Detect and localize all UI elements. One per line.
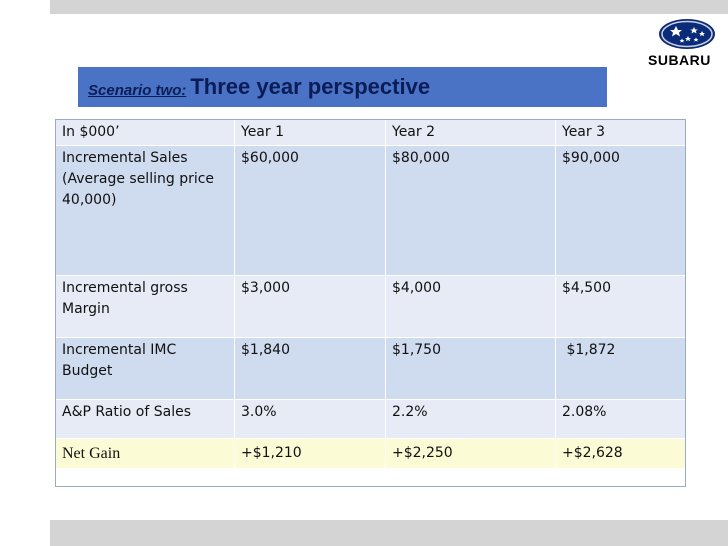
table-cell: 3.0%: [234, 399, 386, 439]
table-cell: $1,840: [234, 337, 386, 400]
row-label: Incremental gross Margin: [55, 275, 235, 338]
table-cell: +$2,250: [385, 438, 556, 469]
header-cell: Year 1: [234, 119, 386, 146]
bottom-decorative-bar: [50, 520, 728, 546]
table-header-row: In $000’ Year 1 Year 2 Year 3: [55, 119, 687, 146]
perspective-table: In $000’ Year 1 Year 2 Year 3 Incrementa…: [55, 119, 687, 469]
table-cell: $90,000: [555, 145, 687, 276]
table-row: Incremental Sales (Average selling price…: [55, 145, 687, 276]
table-row: Incremental IMC Budget $1,840 $1,750 $1,…: [55, 337, 687, 400]
table-cell: 2.08%: [555, 399, 687, 439]
header-cell: Year 2: [385, 119, 556, 146]
brand-name: SUBARU: [648, 52, 711, 68]
table-cell: $1,872: [555, 337, 687, 400]
row-label: Incremental IMC Budget: [55, 337, 235, 400]
slide-title: Three year perspective: [190, 74, 431, 99]
row-label: Incremental Sales (Average selling price…: [55, 145, 235, 276]
table-cell: +$2,628: [555, 438, 687, 469]
table-cell: $4,000: [385, 275, 556, 338]
table-cell: +$1,210: [234, 438, 386, 469]
top-decorative-bar: [50, 0, 728, 14]
table-cell: $80,000: [385, 145, 556, 276]
table-cell: $60,000: [234, 145, 386, 276]
table-row: Incremental gross Margin $3,000 $4,000 $…: [55, 275, 687, 338]
header-cell: In $000’: [55, 119, 235, 146]
table-cell: $4,500: [555, 275, 687, 338]
table-row: A&P Ratio of Sales 3.0% 2.2% 2.08%: [55, 399, 687, 439]
slide-title-banner: Scenario two: Three year perspective: [78, 67, 607, 107]
title-prefix: Scenario two:: [88, 81, 187, 99]
pleiades-emblem-icon: [659, 19, 715, 49]
row-label: A&P Ratio of Sales: [55, 399, 235, 439]
row-label: Net Gain: [55, 438, 235, 469]
table-row-net-gain: Net Gain +$1,210 +$2,250 +$2,628: [55, 438, 687, 469]
table-cell: $1,750: [385, 337, 556, 400]
header-cell: Year 3: [555, 119, 687, 146]
table-cell: 2.2%: [385, 399, 556, 439]
table-cell: $3,000: [234, 275, 386, 338]
subaru-logo: SUBARU: [648, 18, 728, 70]
